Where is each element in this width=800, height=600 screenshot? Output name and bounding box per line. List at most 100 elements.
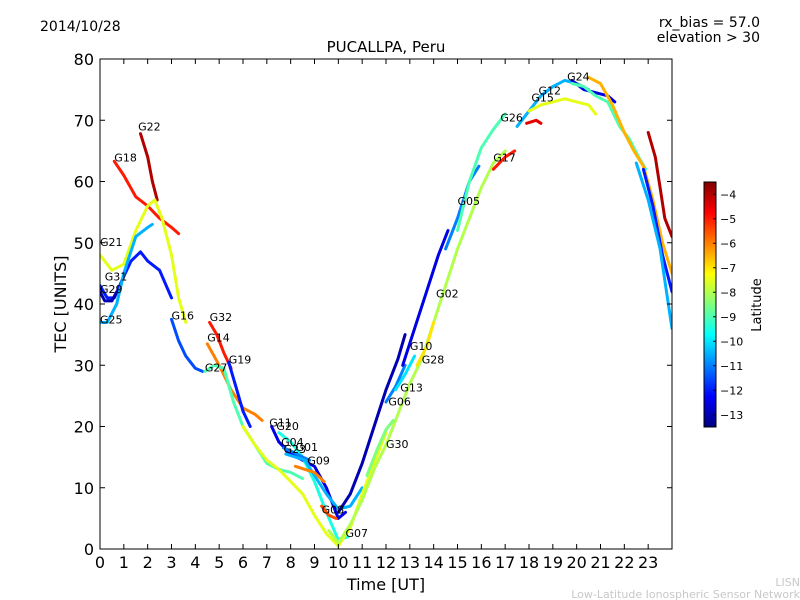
x-tick-label: 6 [238, 553, 248, 572]
colorbar-tick-label: −5 [720, 213, 736, 226]
chart-title: PUCALLPA, Peru [327, 38, 446, 56]
satellite-label-g01: G01 [295, 441, 318, 454]
satellite-label-g02: G02 [436, 287, 459, 300]
colorbar-tick-label: −6 [720, 237, 736, 250]
satellite-label-g25: G25 [100, 314, 123, 327]
x-tick-label: 3 [166, 553, 176, 572]
colorbar-tick-label: −7 [720, 262, 736, 275]
x-tick-label: 7 [262, 553, 272, 572]
satellite-label-g15: G15 [531, 91, 554, 104]
series-line-g10 [336, 333, 407, 514]
y-tick-label: 20 [74, 418, 94, 437]
x-tick-label: 18 [519, 553, 539, 572]
colorbar-tick-label: −9 [720, 311, 736, 324]
x-tick-label: 15 [447, 553, 467, 572]
y-tick-label: 10 [74, 479, 94, 498]
series-line-g23 [284, 452, 364, 511]
satellite-label-g32: G32 [210, 311, 233, 324]
x-tick-label: 12 [376, 553, 396, 572]
series-line-g29 [100, 290, 119, 303]
x-tick-label: 13 [400, 553, 420, 572]
satellite-label-g16: G16 [172, 309, 195, 322]
series-line-g21 [100, 198, 188, 324]
series-line-g14 [205, 342, 264, 422]
colorbar-tick-label: −13 [720, 409, 743, 422]
satellite-label-g11: G11 [269, 417, 292, 430]
x-tick-label: 4 [190, 553, 200, 572]
series-line-g07 [327, 149, 507, 545]
series-line-g01 [293, 464, 326, 484]
rx-bias-label: rx_bias = 57.0 [659, 15, 760, 31]
satellite-label-g04: G04 [281, 436, 304, 449]
y-tick-label: 60 [74, 173, 94, 192]
satellite-label-g14: G14 [207, 331, 230, 344]
x-tick-label: 11 [352, 553, 372, 572]
x-tick-label: 19 [543, 553, 563, 572]
satellite-label-g08: G08 [322, 503, 345, 516]
satellite-label-g21: G21 [100, 236, 123, 249]
series-line-g26 [456, 112, 507, 232]
x-tick-label: 17 [495, 553, 515, 572]
series-line-track-35 [641, 167, 672, 294]
footer-org-long: Low-Latitude Ionospheric Sensor Network [571, 588, 800, 600]
series-line-track-36 [634, 161, 672, 330]
y-tick-label: 70 [74, 111, 94, 130]
plot-frame [99, 58, 673, 550]
x-tick-label: 20 [566, 553, 586, 572]
satellite-label-g09: G09 [307, 454, 330, 467]
satellite-label-g24: G24 [567, 70, 590, 83]
date-label: 2014/10/28 [40, 19, 121, 35]
series-line-g15 [527, 97, 598, 116]
colorbar-ticks: −4 −5 −6 −7 −8 −9 −10 −11 −12 −13 [713, 188, 743, 422]
satellite-label-g26: G26 [500, 111, 523, 124]
y-tick-label: 0 [84, 540, 94, 559]
satellite-label-g05: G05 [458, 195, 481, 208]
x-tick-label: 5 [214, 553, 224, 572]
x-tick-label: 1 [119, 553, 129, 572]
colorbar-tick-label: −4 [720, 188, 736, 201]
series-line-g25 [100, 222, 154, 324]
series-line-g32 [208, 320, 233, 370]
x-tick-label: 9 [309, 553, 319, 572]
x-tick-label: 0 [95, 553, 105, 572]
series-line-track-34 [646, 131, 672, 239]
colorbar-tick-label: −8 [720, 286, 736, 299]
colorbar-label: Latitude [750, 278, 765, 332]
satellite-label-g31: G31 [105, 271, 128, 284]
y-tick-label: 40 [74, 295, 94, 314]
satellite-label-g10: G10 [410, 340, 433, 353]
series-line-g19 [227, 360, 252, 428]
series-line-g16 [170, 317, 204, 373]
satellite-label-g29: G29 [100, 283, 123, 296]
series-line-g22 [139, 132, 159, 202]
series-line-g08 [320, 504, 338, 520]
footer-org-short: LISN [775, 576, 800, 589]
x-tick-label: 22 [614, 553, 634, 572]
series-line-g30 [365, 418, 395, 477]
x-tick-label: 14 [423, 553, 443, 572]
x-tick-label: 16 [471, 553, 491, 572]
x-tick-label: 23 [638, 553, 658, 572]
satellite-label-g30: G30 [386, 438, 409, 451]
x-tick-label: 2 [143, 553, 153, 572]
satellite-label-g18: G18 [114, 151, 137, 164]
y-tick-label: 80 [74, 50, 94, 69]
satellite-label-g22: G22 [138, 121, 161, 134]
axis-ticks: 0 1 2 3 4 5 6 7 8 9 10 11 12 13 14 15 16 17 18 19 20 21 22 2301… [74, 50, 672, 572]
x-axis-label: Time [UT] [346, 575, 425, 594]
series-line-g04 [282, 446, 312, 462]
series-layer [100, 75, 672, 548]
y-tick-label: 50 [74, 234, 94, 253]
satellite-label-g27: G27 [205, 361, 228, 374]
colorbar-tick-label: −10 [720, 335, 743, 348]
series-line-g18 [112, 159, 181, 236]
satellite-label-g28: G28 [422, 353, 445, 366]
satellite-label-g20: G20 [276, 420, 299, 433]
series-line-g06 [384, 363, 407, 404]
series-line-g31 [100, 250, 173, 300]
satellite-label-g12: G12 [539, 85, 562, 98]
satellite-label-g17: G17 [493, 151, 516, 164]
series-line-g09 [241, 425, 388, 548]
x-tick-label: 10 [328, 553, 348, 572]
